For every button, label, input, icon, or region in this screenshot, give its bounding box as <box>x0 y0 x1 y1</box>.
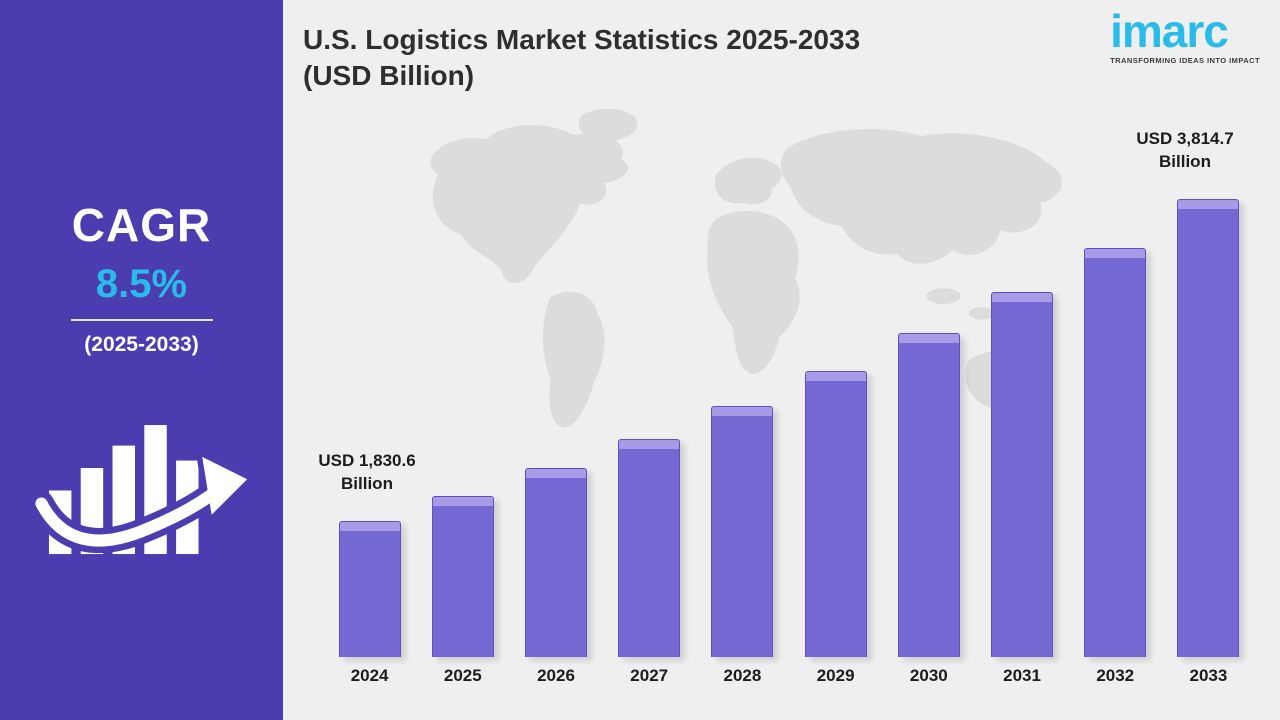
bar-2032 <box>1084 248 1147 657</box>
cagr-divider <box>70 319 213 321</box>
bar-column: 2025 <box>416 496 509 686</box>
bar-column: 2031 <box>975 292 1068 686</box>
bar-2026 <box>525 468 587 657</box>
x-axis-label-2032: 2032 <box>1096 666 1135 685</box>
start-value-line1: USD 1,830.6 <box>318 451 416 470</box>
bar-2024 <box>338 521 401 657</box>
page-title: U.S. Logistics Market Statistics 2025-20… <box>303 22 1083 95</box>
bar-column: 2028 <box>696 406 789 686</box>
bar-2025 <box>431 496 494 657</box>
x-axis-label-2027: 2027 <box>630 666 669 685</box>
title-line1: U.S. Logistics Market Statistics 2025-20… <box>303 24 861 55</box>
imarc-logo: imarc TRANSFORMING IDEAS INTO IMPACT <box>1110 8 1260 65</box>
sidebar: CAGR 8.5% (2025-2033) <box>0 0 283 720</box>
x-axis-label-2025: 2025 <box>443 666 482 685</box>
x-axis-label-2033: 2033 <box>1189 666 1228 685</box>
bar-column: 2024 <box>323 521 416 686</box>
bar-2031 <box>991 292 1054 657</box>
end-value-line1: USD 3,814.7 <box>1136 129 1234 148</box>
bar-2030 <box>897 333 960 657</box>
bar-2027 <box>618 439 681 657</box>
bar-column: 2029 <box>789 371 882 686</box>
bar-column: 2026 <box>509 468 602 686</box>
x-axis-label-2029: 2029 <box>816 666 855 685</box>
cagr-label: CAGR <box>71 199 212 251</box>
end-value-line2: Billion <box>1159 151 1211 171</box>
imarc-logo-tagline: TRANSFORMING IDEAS INTO IMPACT <box>1110 56 1260 65</box>
title-line2: (USD Billion) <box>303 60 475 92</box>
bar-column: 2030 <box>882 333 975 686</box>
x-axis-label-2030: 2030 <box>909 666 948 685</box>
x-axis-label-2031: 2031 <box>1003 666 1041 685</box>
cagr-value: 8.5% <box>95 262 188 306</box>
bar-column: 2027 <box>603 439 696 686</box>
cagr-period: (2025-2033) <box>84 333 199 356</box>
growth-chart-icon <box>0 399 283 572</box>
world-map-continents <box>430 108 1062 428</box>
chart-area: U.S. Logistics Market Statistics 2025-20… <box>283 0 1280 720</box>
bar-2029 <box>804 371 867 657</box>
x-axis-label-2026: 2026 <box>537 666 575 685</box>
growth-chart-icon-svg <box>28 425 253 555</box>
bar-chart: 2024 2025 2026 2027 2028 2029 2030 2031 2032 2033 <box>323 199 1255 686</box>
x-axis-label-2028: 2028 <box>723 666 762 685</box>
bar-column: 2032 <box>1069 248 1162 686</box>
cagr-block: CAGR 8.5% (2025-2033) <box>0 0 283 357</box>
x-axis-label-2024: 2024 <box>350 666 389 685</box>
bar-2028 <box>711 406 774 657</box>
end-value-label: USD 3,814.7 Billion <box>1115 128 1255 174</box>
imarc-logo-text: imarc <box>1110 5 1229 57</box>
start-value-line2: Billion <box>341 473 393 493</box>
bar-2033 <box>1177 199 1240 657</box>
start-value-label: USD 1,830.6 Billion <box>297 450 437 496</box>
bar-column: 2033 <box>1162 199 1255 686</box>
world-map <box>430 108 1062 428</box>
